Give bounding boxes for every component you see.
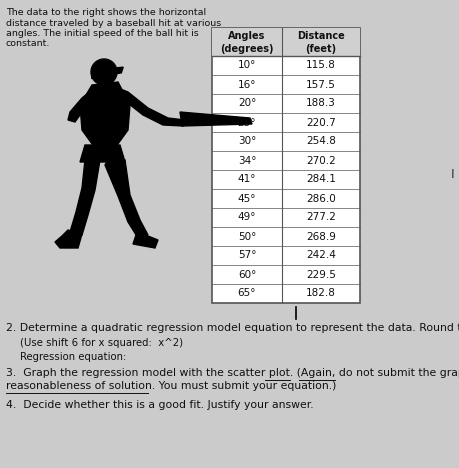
Bar: [212, 28, 359, 56]
Text: 188.3: 188.3: [305, 98, 335, 109]
Text: 157.5: 157.5: [305, 80, 335, 89]
Text: 182.8: 182.8: [305, 288, 335, 299]
Text: 30°: 30°: [237, 137, 256, 146]
Text: Regression equation:: Regression equation:: [20, 352, 126, 362]
Text: 34°: 34°: [237, 155, 256, 166]
Text: 220.7: 220.7: [305, 117, 335, 127]
Polygon shape: [115, 88, 185, 126]
Polygon shape: [68, 90, 98, 122]
Text: angles. The initial speed of the ball hit is: angles. The initial speed of the ball hi…: [6, 29, 198, 38]
Text: 23°: 23°: [237, 117, 256, 127]
Text: (Use shift 6 for x squared:  x^2): (Use shift 6 for x squared: x^2): [20, 337, 183, 348]
Text: 45°: 45°: [237, 193, 256, 204]
Bar: [212, 28, 359, 303]
Text: 229.5: 229.5: [305, 270, 335, 279]
Circle shape: [91, 59, 117, 85]
Text: 254.8: 254.8: [305, 137, 335, 146]
Text: 284.1: 284.1: [305, 175, 335, 184]
Text: 2. Determine a quadratic regression model equation to represent the data. Round : 2. Determine a quadratic regression mode…: [6, 323, 459, 333]
Polygon shape: [105, 160, 148, 238]
Text: 270.2: 270.2: [305, 155, 335, 166]
Text: Angles
(degrees): Angles (degrees): [220, 31, 273, 54]
Polygon shape: [80, 145, 125, 162]
Text: I: I: [450, 168, 454, 182]
Polygon shape: [92, 67, 123, 79]
Text: 3.  Graph the regression model with the scatter plot. (Again, do not submit the : 3. Graph the regression model with the s…: [6, 368, 459, 379]
Text: 286.0: 286.0: [305, 193, 335, 204]
Text: 41°: 41°: [237, 175, 256, 184]
Text: 277.2: 277.2: [305, 212, 335, 222]
Text: 4.  Decide whether this is a good fit. Justify your answer.: 4. Decide whether this is a good fit. Ju…: [6, 400, 313, 410]
Text: 60°: 60°: [237, 270, 256, 279]
Text: reasonableness of solution. You must submit your equation.): reasonableness of solution. You must sub…: [6, 381, 336, 391]
Text: 16°: 16°: [237, 80, 256, 89]
Text: 115.8: 115.8: [305, 60, 335, 71]
Text: distance traveled by a baseball hit at various: distance traveled by a baseball hit at v…: [6, 19, 221, 28]
Polygon shape: [70, 160, 100, 235]
Text: 242.4: 242.4: [305, 250, 335, 261]
Text: 20°: 20°: [237, 98, 256, 109]
Text: 49°: 49°: [237, 212, 256, 222]
Text: constant.: constant.: [6, 39, 50, 49]
Text: 65°: 65°: [237, 288, 256, 299]
Text: 50°: 50°: [237, 232, 256, 241]
Text: 10°: 10°: [237, 60, 256, 71]
Polygon shape: [133, 235, 157, 248]
Text: 268.9: 268.9: [305, 232, 335, 241]
Polygon shape: [55, 230, 82, 248]
Text: Distance
(feet): Distance (feet): [297, 31, 344, 54]
Polygon shape: [80, 82, 130, 148]
Text: 57°: 57°: [237, 250, 256, 261]
Text: The data to the right shows the horizontal: The data to the right shows the horizont…: [6, 8, 206, 17]
Polygon shape: [179, 112, 252, 126]
